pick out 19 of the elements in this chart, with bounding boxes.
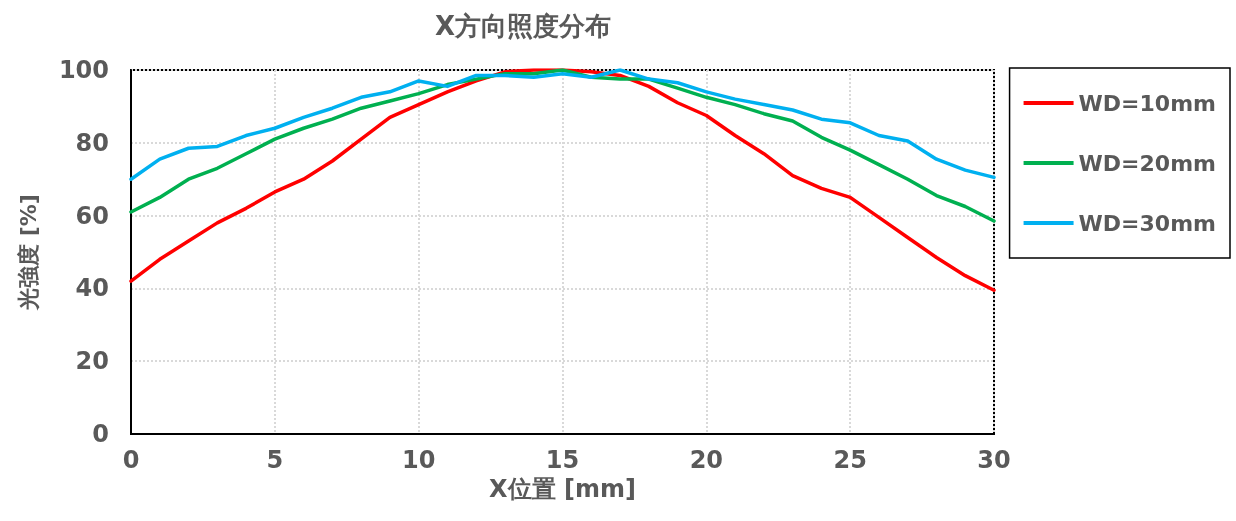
legend-label: WD=20mm <box>1078 150 1217 176</box>
x-tick-label: 5 <box>266 446 284 474</box>
y-tick-label: 60 <box>75 201 109 230</box>
x-tick-label: 30 <box>977 446 1011 474</box>
x-tick-label: 10 <box>401 446 436 474</box>
x-tick-label: 15 <box>545 446 580 474</box>
y-tick-label: 40 <box>75 274 109 303</box>
legend-label: WD=10mm <box>1078 90 1217 116</box>
x-tick-label: 0 <box>122 446 140 474</box>
y-tick-label: 0 <box>92 420 109 448</box>
y-tick-label: 100 <box>58 56 109 84</box>
x-axis-title: X位置 [mm] <box>489 474 636 503</box>
x-tick-label: 25 <box>833 446 867 474</box>
x-tick-label: 20 <box>689 446 724 474</box>
y-tick-label: 20 <box>75 347 109 376</box>
y-tick-label: 80 <box>75 128 109 157</box>
legend-label: WD=30mm <box>1078 210 1217 236</box>
chart-title: X方向照度分布 <box>435 11 612 41</box>
y-axis-title: 光強度 [%] <box>15 194 41 311</box>
